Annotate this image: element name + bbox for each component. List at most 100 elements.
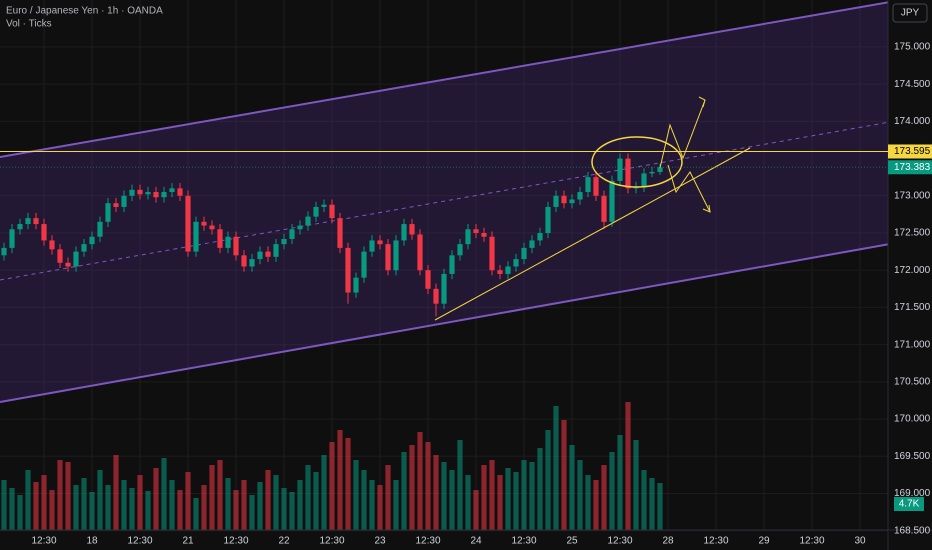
channel-lower xyxy=(0,243,891,403)
candle-body xyxy=(57,249,63,263)
y-tick-label: 173.000 xyxy=(894,190,931,201)
candle-body xyxy=(289,229,295,239)
x-tick-label: 12:30 xyxy=(799,536,824,547)
candle-body xyxy=(161,192,167,198)
candle-body xyxy=(505,266,511,274)
volume-bar xyxy=(41,475,47,530)
volume-bar xyxy=(297,480,303,530)
y-tick-label: 174.500 xyxy=(894,79,931,90)
candle-body xyxy=(545,206,551,233)
volume-bar xyxy=(9,488,15,530)
candle-body xyxy=(417,234,423,271)
volume-bar xyxy=(545,430,551,530)
volume-bar xyxy=(641,470,647,530)
volume-bar xyxy=(249,495,255,530)
volume-bar xyxy=(281,488,287,530)
candle-body xyxy=(569,199,575,204)
volume-bar xyxy=(265,470,271,530)
candle-body xyxy=(409,224,415,235)
volume-bar xyxy=(521,460,527,530)
arrow-up xyxy=(659,99,706,169)
x-tick-label: 12:30 xyxy=(319,536,344,547)
candle-body xyxy=(177,188,183,196)
candle-body xyxy=(313,206,319,217)
y-tick-label: 170.000 xyxy=(894,414,931,425)
candle-body xyxy=(121,195,127,207)
x-tick-label: 23 xyxy=(374,536,386,547)
candle-body xyxy=(225,236,231,248)
volume-bar xyxy=(321,455,327,530)
candle-body xyxy=(601,195,607,222)
volume-bar xyxy=(489,460,495,530)
channel-upper xyxy=(0,1,891,158)
y-tick-label: 171.000 xyxy=(894,339,931,350)
y-tick-label: 174.000 xyxy=(894,116,931,127)
candle-body xyxy=(25,218,31,225)
volume-bar xyxy=(81,478,87,530)
price-axis xyxy=(888,0,932,550)
candle-body xyxy=(465,229,471,245)
volume-bar xyxy=(553,406,559,530)
volume-bar xyxy=(401,452,407,530)
candle-body xyxy=(513,259,519,267)
candle-body xyxy=(401,224,407,241)
volume-bar xyxy=(409,445,415,530)
candle-body xyxy=(305,216,311,226)
candle-body xyxy=(457,244,463,256)
volume-bar xyxy=(25,470,31,530)
highlight-ellipse xyxy=(591,136,683,188)
y-tick-label: 170.500 xyxy=(894,377,931,388)
volume-last-label: 4.7K xyxy=(899,499,920,510)
candle-body xyxy=(537,232,543,241)
volume-bar xyxy=(65,462,71,530)
volume-bar xyxy=(625,402,631,530)
candle-body xyxy=(617,158,623,181)
candle-body xyxy=(209,225,215,230)
candle-body xyxy=(273,244,279,257)
candle-body xyxy=(65,262,71,267)
candle-body xyxy=(625,158,631,189)
x-tick-label: 25 xyxy=(566,536,578,547)
volume-bar xyxy=(177,490,183,530)
volume-bar xyxy=(137,475,143,530)
candle-body xyxy=(41,224,47,241)
x-tick-label: 24 xyxy=(470,536,482,547)
candle-body xyxy=(249,259,255,267)
volume-bar xyxy=(425,442,431,530)
volume-bar xyxy=(473,490,479,530)
y-tick-label: 169.000 xyxy=(894,488,931,499)
candle-body xyxy=(81,244,87,252)
volume-bar xyxy=(1,480,7,530)
candle-body xyxy=(473,229,479,233)
volume-tag xyxy=(894,497,924,511)
currency-label[interactable]: JPY xyxy=(901,8,920,19)
y-tick-label: 169.500 xyxy=(894,451,931,462)
volume-bar xyxy=(617,435,623,530)
candle-body xyxy=(657,167,663,172)
x-tick-label: 12:30 xyxy=(223,536,248,547)
x-tick-label: 12:30 xyxy=(607,536,632,547)
candle-body xyxy=(489,236,495,271)
volume-bar xyxy=(113,455,119,530)
x-tick-label: 12:30 xyxy=(31,536,56,547)
x-tick-label: 28 xyxy=(662,536,674,547)
volume-bar xyxy=(145,491,151,530)
volume-bar xyxy=(313,472,319,530)
candle-body xyxy=(9,229,15,248)
candle-body xyxy=(641,173,647,187)
candle-body xyxy=(497,270,503,274)
volume-layer xyxy=(1,402,663,530)
volume-bar xyxy=(633,440,639,530)
candle-body xyxy=(201,221,207,226)
candle-body xyxy=(369,240,375,252)
candle-body xyxy=(361,251,367,278)
candle-body xyxy=(609,180,615,222)
candle-body xyxy=(257,251,263,260)
volume-bar xyxy=(185,472,191,530)
currency-button[interactable] xyxy=(892,3,928,23)
y-tick-label: 172.000 xyxy=(894,265,931,276)
volume-bar xyxy=(289,492,295,530)
volume-bar xyxy=(561,420,567,530)
candle-body xyxy=(105,203,111,222)
x-tick-label: 21 xyxy=(182,536,194,547)
